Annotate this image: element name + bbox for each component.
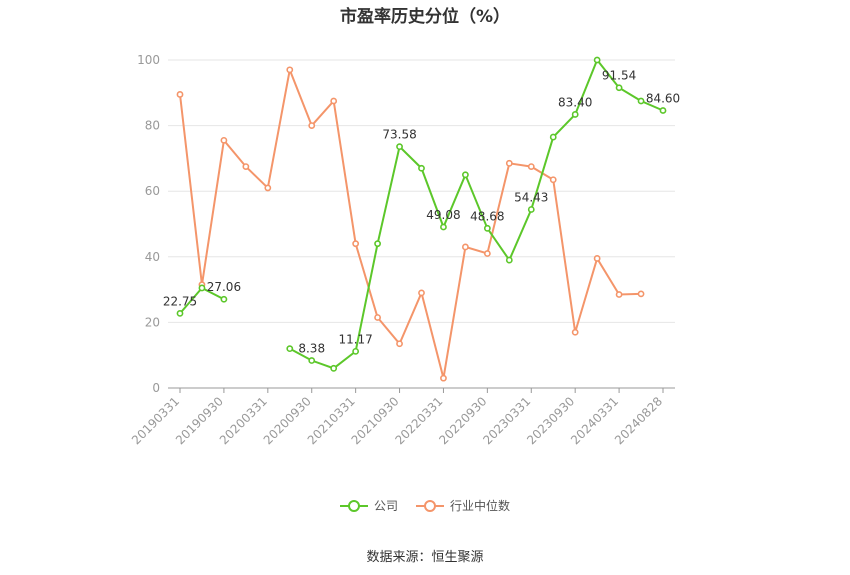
data-point — [440, 374, 447, 382]
data-point — [264, 184, 272, 192]
legend: 公司 行业中位数 — [0, 497, 850, 514]
data-point — [418, 289, 425, 297]
data-point — [571, 111, 579, 118]
legend-label-industry-median: 行业中位数 — [450, 499, 511, 513]
data-label: 22.75 — [163, 294, 197, 308]
gridlines — [168, 59, 675, 323]
data-point — [308, 122, 316, 129]
data-point — [462, 243, 469, 251]
data-point — [483, 250, 491, 257]
y-tick-label: 20 — [145, 315, 160, 329]
data-label: 73.58 — [382, 128, 416, 142]
data-point — [615, 291, 623, 298]
data-point — [374, 240, 381, 248]
data-label: 8.38 — [298, 342, 325, 356]
y-axis: 0 20 40 60 80 100 — [137, 53, 160, 395]
data-point — [286, 345, 294, 353]
data-point — [330, 364, 338, 372]
chart-title: 市盈率历史分位（%） — [339, 7, 511, 27]
series-layer — [176, 56, 667, 382]
data-source: 数据来源：恒生聚源 — [366, 550, 484, 565]
data-point — [440, 223, 447, 231]
series-company — [176, 56, 667, 372]
legend-swatch-company — [339, 499, 368, 512]
data-point — [659, 107, 667, 114]
data-label: 83.40 — [558, 95, 592, 109]
legend-label-company: 公司 — [373, 499, 398, 513]
y-tick-label: 0 — [152, 381, 160, 395]
legend-swatch-industry-median — [416, 499, 444, 512]
data-point — [176, 309, 184, 317]
data-point — [505, 256, 513, 264]
legend-item-industry-median[interactable]: 行业中位数 — [416, 497, 510, 514]
data-point — [418, 164, 425, 172]
data-point — [352, 240, 360, 248]
data-point — [483, 224, 491, 232]
data-label: 54.43 — [514, 190, 548, 204]
data-point — [549, 176, 557, 184]
y-tick-label: 60 — [145, 184, 160, 198]
data-point — [220, 295, 228, 303]
data-point — [615, 84, 623, 92]
data-point — [286, 66, 294, 74]
data-point — [571, 328, 579, 336]
series-industry-median — [176, 66, 645, 382]
data-point — [308, 357, 316, 364]
data-point — [242, 163, 250, 170]
x-tick-label: 20240828 — [612, 394, 665, 447]
data-label: 49.08 — [426, 208, 460, 222]
y-tick-label: 40 — [145, 250, 160, 264]
data-label: 27.06 — [207, 280, 241, 294]
data-point — [549, 133, 557, 141]
series-line — [179, 66, 642, 379]
data-label: 11.17 — [338, 332, 372, 346]
data-point — [637, 290, 645, 298]
data-label: 48.68 — [470, 209, 504, 223]
data-point — [527, 206, 535, 213]
data-point — [396, 340, 403, 348]
data-point — [352, 347, 360, 355]
data-point — [330, 97, 338, 105]
data-point — [527, 163, 535, 170]
data-label: 84.60 — [646, 92, 680, 106]
data-point — [462, 171, 469, 179]
data-point — [593, 56, 601, 64]
x-axis: 2019033120190930202003312020093020210331… — [129, 387, 675, 447]
y-tick-label: 80 — [145, 119, 160, 133]
data-point — [593, 255, 601, 262]
data-point — [176, 91, 184, 98]
y-tick-label: 100 — [137, 53, 160, 67]
data-point — [374, 314, 381, 321]
data-point — [198, 284, 206, 292]
legend-item-company[interactable]: 公司 — [339, 497, 398, 514]
data-point — [396, 143, 403, 151]
data-point — [220, 136, 228, 144]
data-label: 91.54 — [602, 69, 636, 83]
series-line — [289, 58, 664, 370]
data-point — [505, 159, 513, 167]
data-labels: 22.75 27.06 8.38 11.17 73.58 49.08 48.68 54.43 8… — [163, 69, 680, 356]
data-point — [637, 97, 645, 105]
